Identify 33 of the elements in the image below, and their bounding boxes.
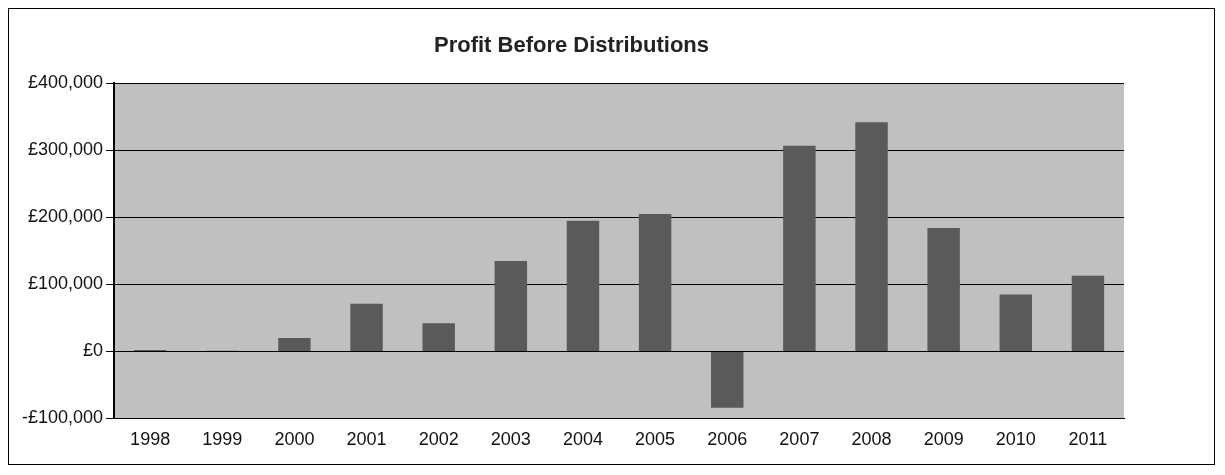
bar <box>566 220 600 351</box>
x-tick-label: 2001 <box>346 429 387 450</box>
y-tick-label: £0 <box>83 340 104 361</box>
x-tick-label: 2005 <box>635 429 676 450</box>
x-tick-label: 2008 <box>851 429 892 450</box>
bar <box>711 351 744 408</box>
bar <box>494 260 528 351</box>
bar <box>278 338 311 351</box>
x-tick-label: 2002 <box>418 429 459 450</box>
bar <box>855 122 888 351</box>
y-tick-label: £300,000 <box>27 139 104 160</box>
x-tick-label: 2004 <box>562 429 603 450</box>
x-tick-label: 2011 <box>1068 429 1108 450</box>
x-tick-label: 2000 <box>274 429 315 450</box>
x-tick-label: 2003 <box>490 429 531 450</box>
y-tick-label: £200,000 <box>27 206 104 227</box>
bar <box>350 303 383 351</box>
bar <box>783 145 816 351</box>
x-tick-label: 2007 <box>779 429 820 450</box>
bar <box>638 214 672 351</box>
y-tick-label: £400,000 <box>27 72 104 93</box>
x-tick-label: 2009 <box>923 429 964 450</box>
chart-title: Profit Before Distributions <box>433 32 710 58</box>
y-tick-label: £100,000 <box>27 273 104 294</box>
x-tick-label: 1998 <box>130 429 171 450</box>
x-tick-label: 1999 <box>202 429 243 450</box>
bar <box>422 323 455 351</box>
y-tick-label: -£100,000 <box>21 407 104 428</box>
x-tick-label: 2010 <box>995 429 1036 450</box>
bar <box>999 294 1033 351</box>
x-tick-label: 2006 <box>707 429 748 450</box>
bar <box>927 228 960 351</box>
bar <box>1071 275 1105 351</box>
